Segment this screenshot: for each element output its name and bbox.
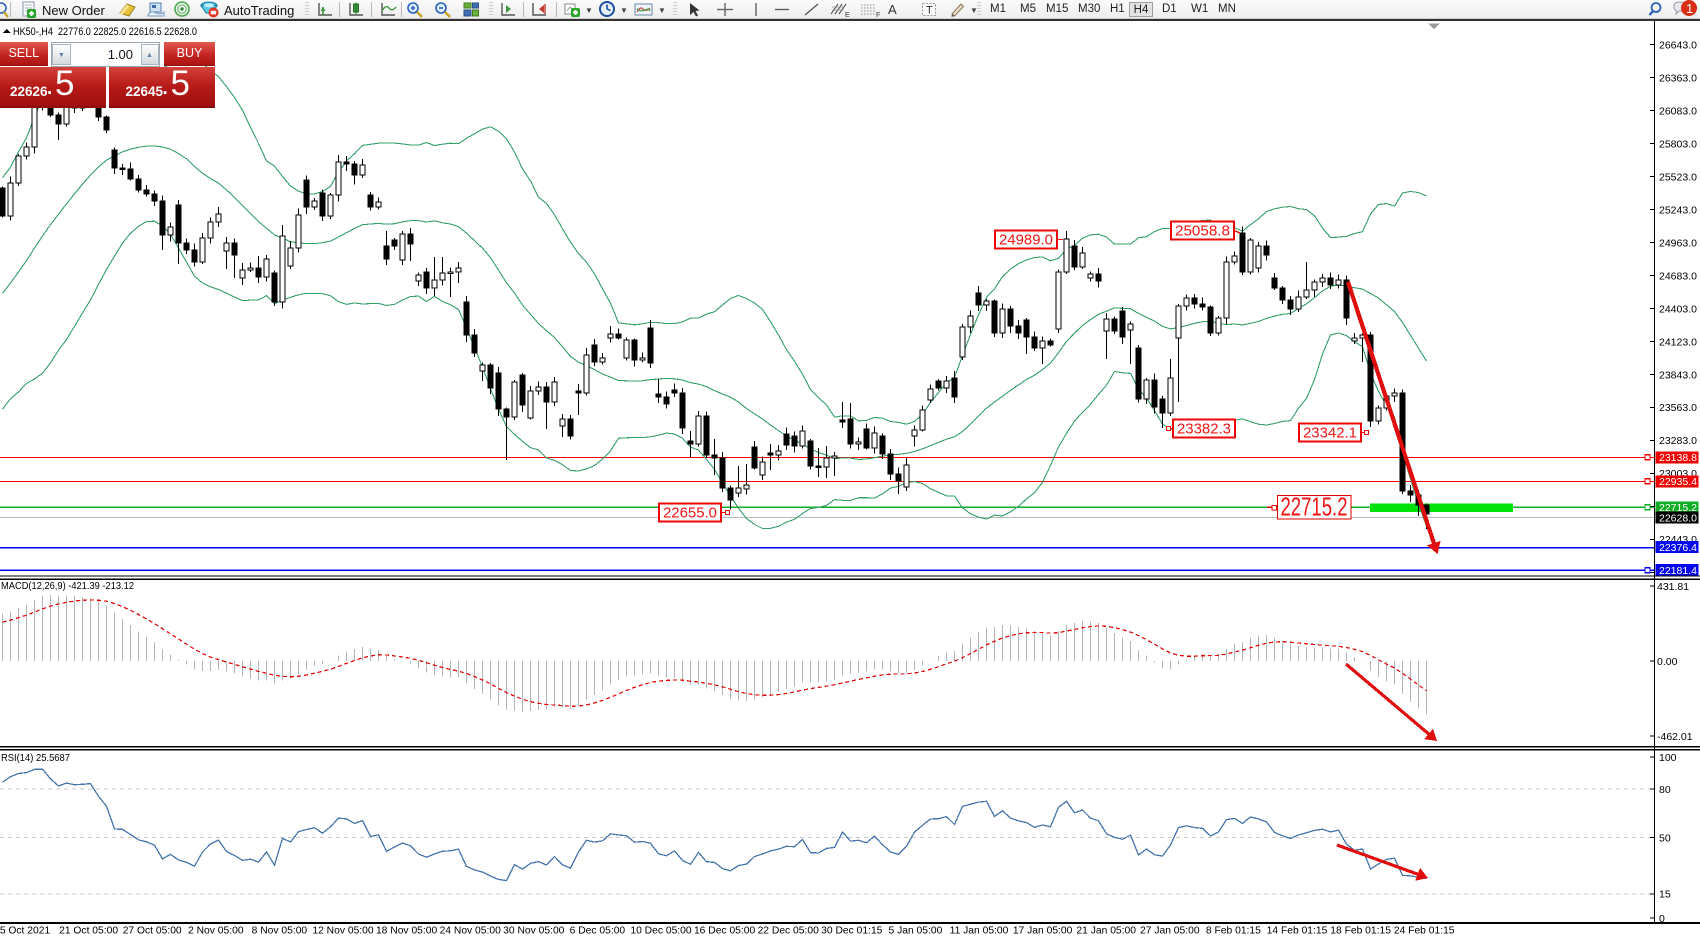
svg-text:27 Oct 05:00: 27 Oct 05:00	[123, 926, 182, 936]
svg-text:50: 50	[1659, 832, 1671, 844]
svg-text:18 Nov 05:00: 18 Nov 05:00	[376, 926, 438, 936]
svg-text:22715.2: 22715.2	[1659, 502, 1697, 514]
svg-text:25523.0: 25523.0	[1659, 171, 1697, 183]
svg-text:16 Dec 05:00: 16 Dec 05:00	[694, 926, 756, 936]
svg-text:30 Dec 01:15: 30 Dec 01:15	[821, 926, 883, 936]
svg-text:24 Nov 05:00: 24 Nov 05:00	[440, 926, 502, 936]
svg-text:431.81: 431.81	[1657, 581, 1689, 593]
svg-text:10 Dec 05:00: 10 Dec 05:00	[630, 926, 692, 936]
svg-text:1: 1	[1686, 1, 1693, 16]
svg-text:8 Nov 05:00: 8 Nov 05:00	[252, 926, 308, 936]
svg-text:100: 100	[1659, 752, 1677, 764]
svg-text:26363.0: 26363.0	[1659, 72, 1697, 84]
svg-text:27 Jan 05:00: 27 Jan 05:00	[1140, 926, 1200, 936]
svg-text:26083.0: 26083.0	[1659, 105, 1697, 117]
svg-text:0: 0	[1659, 913, 1665, 925]
svg-text:E: E	[845, 12, 850, 19]
svg-text:24963.0: 24963.0	[1659, 237, 1697, 249]
svg-text:12 Nov 05:00: 12 Nov 05:00	[312, 926, 374, 936]
svg-text:25243.0: 25243.0	[1659, 204, 1697, 216]
svg-text:F: F	[876, 12, 880, 19]
svg-text:22181.4: 22181.4	[1659, 565, 1697, 577]
svg-text:HK50-,H4 22776.0 22825.0 2261: HK50-,H4 22776.0 22825.0 22616.5 22628.0	[13, 26, 197, 38]
svg-text:8 Feb 01:15: 8 Feb 01:15	[1206, 926, 1261, 936]
svg-text:24123.0: 24123.0	[1659, 336, 1697, 348]
svg-text:23563.0: 23563.0	[1659, 402, 1697, 414]
svg-text:18 Feb 01:15: 18 Feb 01:15	[1330, 926, 1391, 936]
svg-text:80: 80	[1659, 784, 1671, 796]
svg-text:T: T	[926, 5, 933, 17]
svg-text:21 Oct 05:00: 21 Oct 05:00	[59, 926, 118, 936]
svg-text:14 Feb 01:15: 14 Feb 01:15	[1267, 926, 1328, 936]
svg-text:RSI(14) 25.5687: RSI(14) 25.5687	[1, 752, 70, 764]
svg-text:11 Jan 05:00: 11 Jan 05:00	[950, 926, 1009, 936]
svg-text:5 Jan 05:00: 5 Jan 05:00	[888, 926, 942, 936]
svg-text:24989.0: 24989.0	[999, 232, 1053, 249]
svg-text:22628.0: 22628.0	[1659, 512, 1697, 524]
svg-text:22935.4: 22935.4	[1659, 476, 1697, 488]
svg-text:23382.3: 23382.3	[1177, 421, 1231, 438]
svg-text:30 Nov 05:00: 30 Nov 05:00	[503, 926, 565, 936]
svg-text:22715.2: 22715.2	[1281, 492, 1348, 522]
svg-text:22655.0: 22655.0	[663, 505, 717, 522]
svg-text:23342.1: 23342.1	[1303, 425, 1357, 442]
svg-text:17 Jan 05:00: 17 Jan 05:00	[1013, 926, 1073, 936]
svg-text:23138.8: 23138.8	[1659, 452, 1697, 464]
svg-text:5 Oct 2021: 5 Oct 2021	[0, 926, 50, 936]
svg-text:21 Jan 05:00: 21 Jan 05:00	[1076, 926, 1136, 936]
svg-text:23843.0: 23843.0	[1659, 369, 1697, 381]
svg-text:22376.4: 22376.4	[1659, 542, 1697, 554]
svg-text:23283.0: 23283.0	[1659, 435, 1697, 447]
svg-text:25803.0: 25803.0	[1659, 138, 1697, 150]
svg-text:25058.8: 25058.8	[1175, 223, 1230, 240]
svg-text:-462.01: -462.01	[1657, 731, 1693, 743]
svg-text:15: 15	[1659, 889, 1671, 901]
svg-text:24403.0: 24403.0	[1659, 303, 1697, 315]
svg-text:24 Feb 01:15: 24 Feb 01:15	[1394, 926, 1455, 936]
svg-text:MACD(12,26,9) -421.39 -213.12: MACD(12,26,9) -421.39 -213.12	[1, 580, 134, 592]
svg-text:24683.0: 24683.0	[1659, 270, 1697, 282]
svg-text:0.00: 0.00	[1657, 656, 1678, 668]
svg-text:6 Dec 05:00: 6 Dec 05:00	[570, 926, 626, 936]
svg-text:22 Dec 05:00: 22 Dec 05:00	[758, 926, 820, 936]
svg-text:2 Nov 05:00: 2 Nov 05:00	[188, 926, 244, 936]
svg-text:26643.0: 26643.0	[1659, 40, 1697, 52]
